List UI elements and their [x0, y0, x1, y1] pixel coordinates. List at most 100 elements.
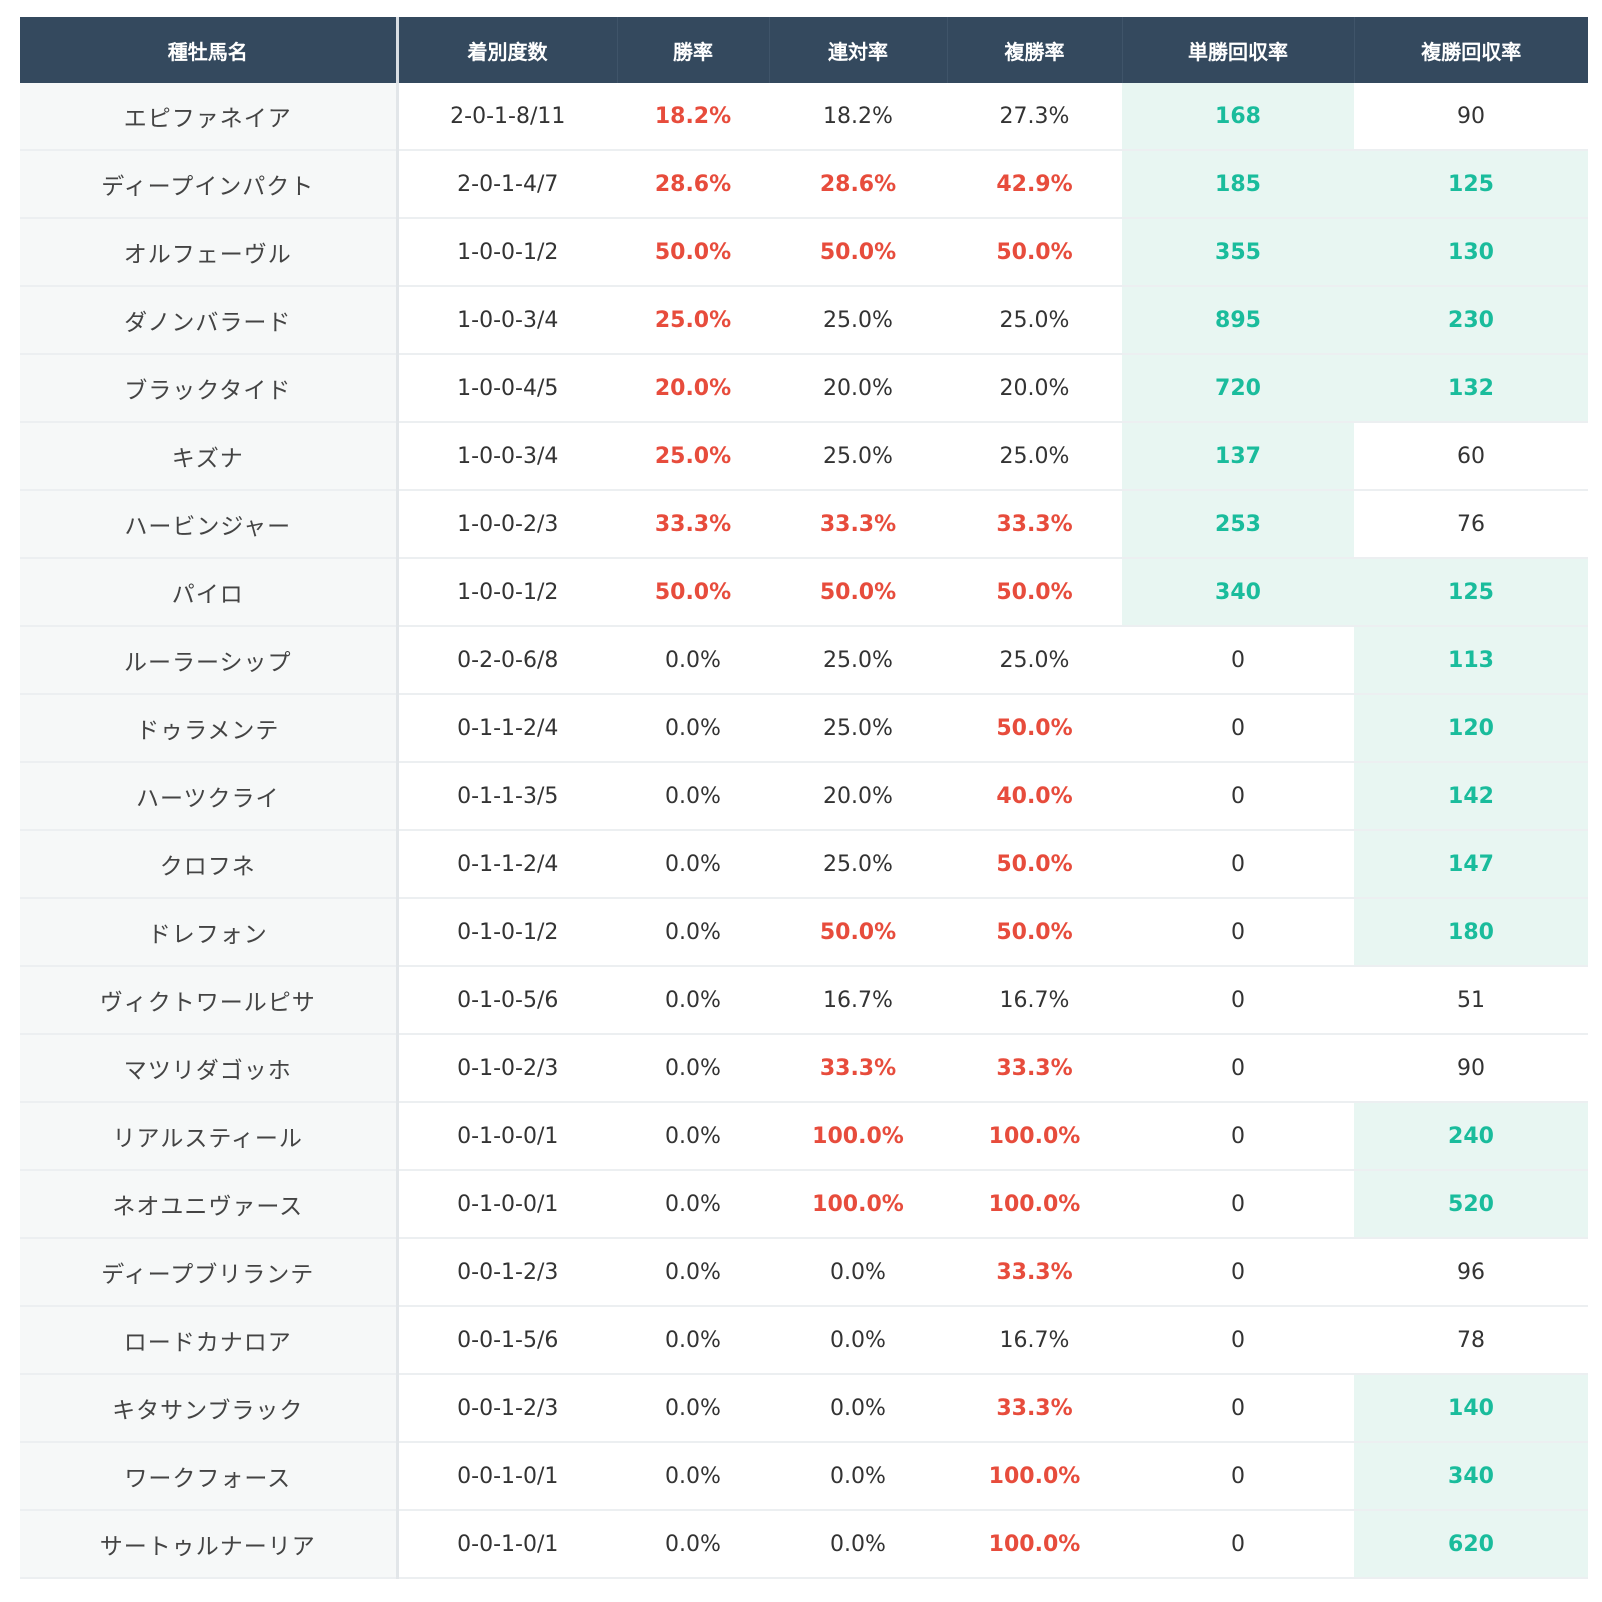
sire-name-cell: ハービンジャー: [20, 490, 399, 559]
win-rate-cell: 33.3%: [617, 490, 769, 559]
win-rate-cell: 0.0%: [617, 1510, 769, 1579]
fukusho-rate-cell: 25.0%: [947, 286, 1122, 355]
fukusho-return-cell: 120: [1354, 694, 1588, 763]
fukusho-rate-cell: 42.9%: [947, 150, 1122, 219]
fukusho-rate-cell: 25.0%: [947, 422, 1122, 491]
table-row: サートゥルナーリア 0-0-1-0/1 0.0% 0.0% 100.0% 0 620: [20, 1510, 1588, 1579]
rentai-rate-cell: 100.0%: [769, 1102, 947, 1171]
tansho-return-cell: 0: [1122, 1034, 1354, 1103]
table-row: ヴィクトワールピサ 0-1-0-5/6 0.0% 16.7% 16.7% 0 51: [20, 966, 1588, 1035]
rentai-rate-cell: 50.0%: [769, 898, 947, 967]
record-cell: 0-1-0-0/1: [397, 1170, 617, 1239]
win-rate-cell: 50.0%: [617, 558, 769, 627]
record-cell: 0-1-1-2/4: [397, 830, 617, 899]
record-cell: 0-0-1-2/3: [397, 1238, 617, 1307]
sire-name-cell: ドゥラメンテ: [20, 694, 399, 763]
tansho-return-cell: 355: [1122, 218, 1354, 287]
sire-name-cell: ハーツクライ: [20, 762, 399, 831]
win-rate-cell: 18.2%: [617, 83, 769, 151]
tansho-return-cell: 340: [1122, 558, 1354, 627]
record-cell: 0-1-0-0/1: [397, 1102, 617, 1171]
sire-name-cell: ブラックタイド: [20, 354, 399, 423]
fukusho-return-cell: 142: [1354, 762, 1588, 831]
rentai-rate-cell: 28.6%: [769, 150, 947, 219]
sire-name-cell: ディープブリランテ: [20, 1238, 399, 1307]
table-row: ロードカナロア 0-0-1-5/6 0.0% 0.0% 16.7% 0 78: [20, 1306, 1588, 1375]
tansho-return-cell: 0: [1122, 1442, 1354, 1511]
rentai-rate-cell: 25.0%: [769, 830, 947, 899]
sire-name-cell: ロードカナロア: [20, 1306, 399, 1375]
fukusho-return-cell: 130: [1354, 218, 1588, 287]
table-row: ダノンバラード 1-0-0-3/4 25.0% 25.0% 25.0% 895 230: [20, 286, 1588, 355]
header-fukusho-rate: 複勝率: [947, 17, 1123, 83]
fukusho-rate-cell: 50.0%: [947, 218, 1122, 287]
fukusho-return-cell: 125: [1354, 558, 1588, 627]
table-row: ハーツクライ 0-1-1-3/5 0.0% 20.0% 40.0% 0 142: [20, 762, 1588, 831]
win-rate-cell: 0.0%: [617, 626, 769, 695]
table-row: パイロ 1-0-0-1/2 50.0% 50.0% 50.0% 340 125: [20, 558, 1588, 627]
win-rate-cell: 0.0%: [617, 762, 769, 831]
fukusho-return-cell: 90: [1354, 1034, 1588, 1103]
fukusho-rate-cell: 33.3%: [947, 1374, 1122, 1443]
win-rate-cell: 0.0%: [617, 966, 769, 1035]
fukusho-return-cell: 520: [1354, 1170, 1588, 1239]
rentai-rate-cell: 33.3%: [769, 1034, 947, 1103]
header-sire-name: 種牡馬名: [20, 17, 399, 83]
record-cell: 1-0-0-3/4: [397, 422, 617, 491]
fukusho-return-cell: 240: [1354, 1102, 1588, 1171]
header-fukusho-return: 複勝回収率: [1354, 17, 1588, 83]
fukusho-rate-cell: 100.0%: [947, 1102, 1122, 1171]
win-rate-cell: 0.0%: [617, 898, 769, 967]
table-row: キズナ 1-0-0-3/4 25.0% 25.0% 25.0% 137 60: [20, 422, 1588, 491]
record-cell: 0-1-0-5/6: [397, 966, 617, 1035]
fukusho-return-cell: 78: [1354, 1306, 1588, 1375]
rentai-rate-cell: 20.0%: [769, 354, 947, 423]
fukusho-rate-cell: 50.0%: [947, 898, 1122, 967]
rentai-rate-cell: 20.0%: [769, 762, 947, 831]
win-rate-cell: 50.0%: [617, 218, 769, 287]
record-cell: 0-2-0-6/8: [397, 626, 617, 695]
fukusho-return-cell: 140: [1354, 1374, 1588, 1443]
tansho-return-cell: 0: [1122, 830, 1354, 899]
fukusho-rate-cell: 33.3%: [947, 1238, 1122, 1307]
tansho-return-cell: 0: [1122, 898, 1354, 967]
fukusho-return-cell: 620: [1354, 1510, 1588, 1579]
fukusho-rate-cell: 33.3%: [947, 1034, 1122, 1103]
win-rate-cell: 0.0%: [617, 1102, 769, 1171]
table-row: マツリダゴッホ 0-1-0-2/3 0.0% 33.3% 33.3% 0 90: [20, 1034, 1588, 1103]
fukusho-rate-cell: 16.7%: [947, 1306, 1122, 1375]
rentai-rate-cell: 100.0%: [769, 1170, 947, 1239]
tansho-return-cell: 0: [1122, 762, 1354, 831]
fukusho-return-cell: 113: [1354, 626, 1588, 695]
record-cell: 0-0-1-5/6: [397, 1306, 617, 1375]
header-row: 種牡馬名 着別度数 勝率 連対率 複勝率 単勝回収率 複勝回収率: [20, 17, 1588, 83]
tansho-return-cell: 168: [1122, 83, 1354, 151]
table-row: ディープインパクト 2-0-1-4/7 28.6% 28.6% 42.9% 185 125: [20, 150, 1588, 219]
fukusho-rate-cell: 50.0%: [947, 830, 1122, 899]
sire-stats-table: 種牡馬名 着別度数 勝率 連対率 複勝率 単勝回収率 複勝回収率 エピファネイア…: [20, 17, 1588, 1579]
fukusho-return-cell: 60: [1354, 422, 1588, 491]
fukusho-return-cell: 96: [1354, 1238, 1588, 1307]
rentai-rate-cell: 25.0%: [769, 422, 947, 491]
sire-name-cell: オルフェーヴル: [20, 218, 399, 287]
rentai-rate-cell: 18.2%: [769, 83, 947, 151]
rentai-rate-cell: 50.0%: [769, 218, 947, 287]
fukusho-return-cell: 125: [1354, 150, 1588, 219]
sire-name-cell: ネオユニヴァース: [20, 1170, 399, 1239]
win-rate-cell: 25.0%: [617, 286, 769, 355]
win-rate-cell: 28.6%: [617, 150, 769, 219]
table-row: ブラックタイド 1-0-0-4/5 20.0% 20.0% 20.0% 720 132: [20, 354, 1588, 423]
sire-name-cell: サートゥルナーリア: [20, 1510, 399, 1579]
tansho-return-cell: 720: [1122, 354, 1354, 423]
win-rate-cell: 0.0%: [617, 1374, 769, 1443]
sire-name-cell: キズナ: [20, 422, 399, 491]
record-cell: 1-0-0-4/5: [397, 354, 617, 423]
win-rate-cell: 20.0%: [617, 354, 769, 423]
record-cell: 0-1-0-1/2: [397, 898, 617, 967]
fukusho-return-cell: 230: [1354, 286, 1588, 355]
rentai-rate-cell: 16.7%: [769, 966, 947, 1035]
header-win-rate: 勝率: [617, 17, 770, 83]
fukusho-rate-cell: 27.3%: [947, 83, 1122, 151]
header-tansho-return: 単勝回収率: [1122, 17, 1355, 83]
table-row: エピファネイア 2-0-1-8/11 18.2% 18.2% 27.3% 168 90: [20, 83, 1588, 151]
